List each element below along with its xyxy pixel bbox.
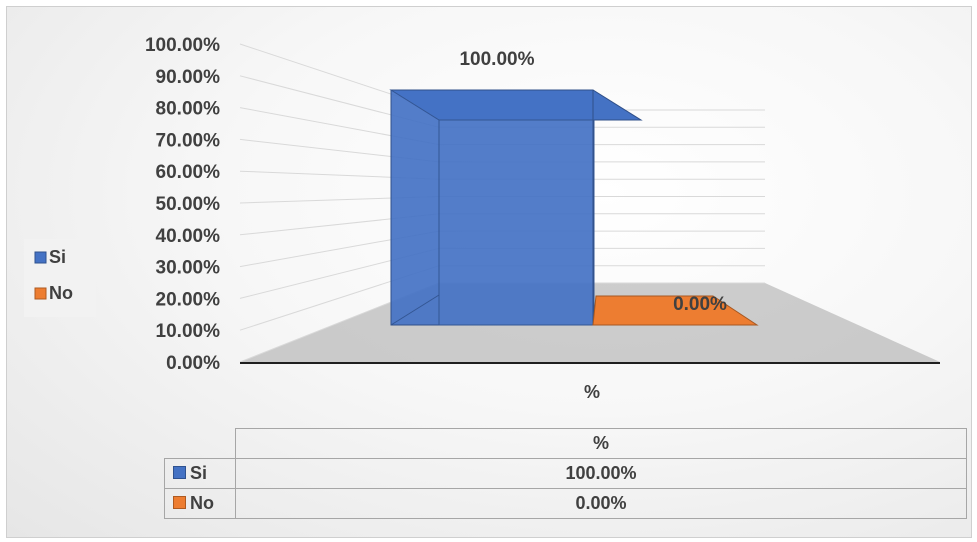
legend-label-no: No xyxy=(49,283,73,303)
y-tick-label: 0.00% xyxy=(166,353,220,374)
y-tick-label: 90.00% xyxy=(156,67,221,88)
y-tick-label: 100.00% xyxy=(145,35,220,56)
y-tick-label: 70.00% xyxy=(156,130,221,151)
table-swatch-si xyxy=(173,466,186,479)
data-table-series-name: Si xyxy=(190,463,208,483)
y-tick-label: 20.00% xyxy=(156,289,221,310)
x-category-label: % xyxy=(584,382,600,402)
data-table-header: % xyxy=(235,428,967,459)
bar-si xyxy=(390,89,594,326)
data-table-key-no: No xyxy=(164,488,236,519)
bar-no xyxy=(592,295,759,326)
y-tick-label: 50.00% xyxy=(156,194,221,215)
data-table-series-name: No xyxy=(190,493,214,513)
chart-area: 0.00% 10.00% 20.00% 30.00% 40.00% 50.00% 60.00… xyxy=(6,6,972,538)
data-table-value: 100.00% xyxy=(235,458,967,489)
legend: Si No xyxy=(24,239,96,317)
data-table-header-row: % xyxy=(164,428,967,459)
data-table-row: No 0.00% xyxy=(164,488,967,519)
bar-si-back-edge xyxy=(438,119,595,326)
data-label-no: 0.00% xyxy=(673,294,727,315)
y-tick-label: 10.00% xyxy=(156,321,221,342)
data-label-si: 100.00% xyxy=(459,49,534,70)
bars xyxy=(389,89,759,326)
data-table-corner xyxy=(164,428,236,459)
data-table-row: Si 100.00% xyxy=(164,458,967,489)
data-table: % Si 100.00% No 0.00% xyxy=(164,428,967,519)
legend-swatch-si xyxy=(34,251,47,264)
table-swatch-no xyxy=(173,496,186,509)
y-axis-ticks: 0.00% 10.00% 20.00% 30.00% 40.00% 50.00% 60.00… xyxy=(145,35,220,374)
y-tick-label: 60.00% xyxy=(156,162,221,183)
bar-si-base-edge xyxy=(390,294,440,326)
legend-label-si: Si xyxy=(49,247,66,267)
data-table-value: 0.00% xyxy=(235,488,967,519)
y-tick-label: 40.00% xyxy=(156,226,221,247)
bar-si-depth-edge xyxy=(390,89,440,121)
legend-swatch-no xyxy=(34,287,47,300)
y-tick-label: 30.00% xyxy=(156,258,221,279)
data-table-key-si: Si xyxy=(164,458,236,489)
data-labels: 100.00% 0.00% xyxy=(459,49,727,315)
chart-svg: 0.00% 10.00% 20.00% 30.00% 40.00% 50.00% 60.00… xyxy=(24,35,940,402)
y-tick-label: 80.00% xyxy=(156,99,221,120)
